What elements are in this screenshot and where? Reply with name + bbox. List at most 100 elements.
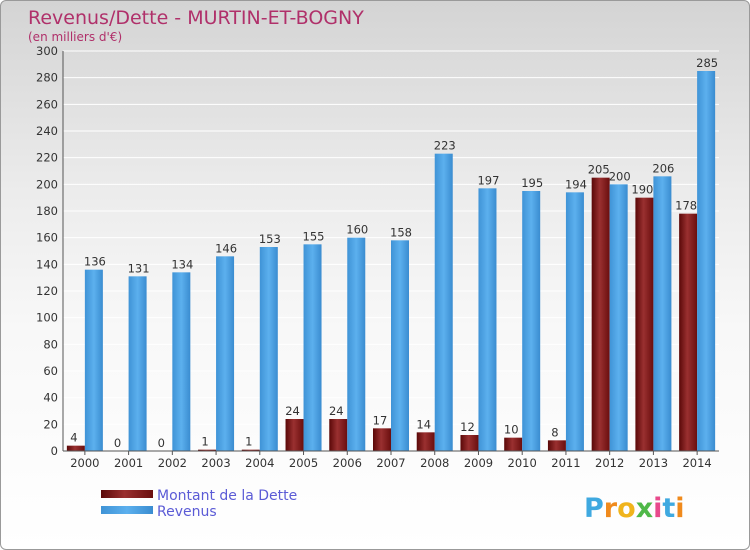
bar-debt bbox=[504, 437, 523, 451]
y-tick-label: 120 bbox=[36, 284, 58, 298]
data-label-debt: 10 bbox=[504, 423, 519, 437]
x-tick-label: 2003 bbox=[201, 456, 230, 470]
data-label-revenus: 206 bbox=[652, 161, 674, 175]
bar-debt bbox=[198, 449, 217, 451]
x-tick-label: 2013 bbox=[639, 456, 668, 470]
data-label-debt: 0 bbox=[158, 436, 165, 450]
bar-revenus bbox=[609, 184, 628, 452]
bar-debt bbox=[591, 177, 610, 451]
data-label-revenus: 134 bbox=[171, 257, 193, 271]
x-tick-label: 2000 bbox=[70, 456, 99, 470]
proxiti-logo-text: Proxiti bbox=[584, 493, 685, 524]
data-label-revenus: 146 bbox=[215, 241, 237, 255]
bar-revenus bbox=[434, 153, 453, 451]
y-tick-label: 0 bbox=[51, 444, 58, 458]
bar-revenus bbox=[522, 191, 541, 451]
data-label-debt: 17 bbox=[373, 413, 388, 427]
x-tick-label: 2006 bbox=[333, 456, 362, 470]
x-tick-label: 2010 bbox=[508, 456, 537, 470]
bar-debt bbox=[679, 213, 698, 451]
bar-revenus bbox=[478, 188, 497, 452]
data-label-revenus: 153 bbox=[259, 232, 281, 246]
bar-revenus bbox=[347, 237, 366, 451]
y-tick-label: 160 bbox=[36, 231, 58, 245]
bar-revenus bbox=[128, 276, 147, 451]
y-tick-label: 80 bbox=[43, 337, 58, 351]
legend-swatch-revenus bbox=[101, 506, 153, 514]
bar-revenus bbox=[259, 247, 278, 451]
bar-debt bbox=[66, 445, 85, 451]
legend: Montant de la Dette Revenus bbox=[101, 488, 297, 520]
y-tick-label: 140 bbox=[36, 257, 58, 271]
data-label-revenus: 136 bbox=[84, 255, 106, 269]
bar-revenus bbox=[565, 192, 584, 452]
y-tick-label: 40 bbox=[43, 391, 58, 405]
bar-revenus bbox=[303, 244, 322, 451]
bar-debt bbox=[635, 197, 654, 451]
x-tick-label: 2002 bbox=[158, 456, 187, 470]
y-tick-label: 280 bbox=[36, 71, 58, 85]
bar-debt bbox=[416, 432, 435, 451]
bar-debt bbox=[460, 435, 479, 451]
x-tick-label: 2001 bbox=[114, 456, 143, 470]
data-label-revenus: 155 bbox=[303, 229, 325, 243]
data-label-revenus: 194 bbox=[565, 177, 587, 191]
y-tick-label: 260 bbox=[36, 97, 58, 111]
data-label-revenus: 131 bbox=[128, 261, 150, 275]
bar-revenus bbox=[391, 240, 409, 451]
y-tick-label: 60 bbox=[43, 364, 58, 378]
bar-revenus bbox=[653, 176, 672, 452]
data-label-debt: 1 bbox=[201, 435, 208, 449]
data-label-debt: 205 bbox=[588, 163, 610, 177]
y-tick-label: 100 bbox=[36, 311, 58, 325]
bar-debt bbox=[547, 440, 566, 451]
bar-revenus bbox=[697, 71, 716, 451]
x-tick-label: 2011 bbox=[551, 456, 580, 470]
x-tick-label: 2012 bbox=[595, 456, 624, 470]
proxiti-logo: Proxiti bbox=[584, 493, 685, 524]
data-label-debt: 4 bbox=[70, 431, 77, 445]
data-label-debt: 12 bbox=[460, 420, 475, 434]
x-tick-label: 2004 bbox=[245, 456, 274, 470]
x-tick-label: 2008 bbox=[420, 456, 449, 470]
y-tick-label: 220 bbox=[36, 151, 58, 165]
data-label-debt: 190 bbox=[631, 183, 653, 197]
y-tick-label: 180 bbox=[36, 204, 58, 218]
bar-debt bbox=[329, 419, 348, 451]
x-tick-label: 2005 bbox=[289, 456, 318, 470]
bar-debt bbox=[373, 428, 391, 451]
x-tick-label: 2007 bbox=[376, 456, 405, 470]
data-label-revenus: 197 bbox=[477, 173, 499, 187]
data-label-debt: 8 bbox=[551, 425, 558, 439]
y-tick-label: 20 bbox=[43, 417, 58, 431]
bar-debt bbox=[285, 419, 304, 451]
legend-swatch-debt bbox=[101, 490, 153, 498]
data-label-revenus: 200 bbox=[609, 169, 631, 183]
bar-debt bbox=[241, 449, 260, 451]
y-tick-label: 300 bbox=[36, 44, 58, 58]
data-label-revenus: 195 bbox=[521, 176, 543, 190]
y-tick-label: 240 bbox=[36, 124, 58, 138]
axes: 0204060801001201401601802002202402602803… bbox=[36, 44, 719, 470]
data-label-revenus: 160 bbox=[346, 223, 368, 237]
x-tick-label: 2014 bbox=[682, 456, 711, 470]
data-label-debt: 1 bbox=[245, 435, 252, 449]
data-label-debt: 0 bbox=[114, 436, 121, 450]
data-label-revenus: 223 bbox=[434, 139, 456, 153]
y-tick-label: 200 bbox=[36, 177, 58, 191]
x-tick-label: 2009 bbox=[464, 456, 493, 470]
legend-label-revenus: Revenus bbox=[157, 504, 217, 520]
data-label-debt: 24 bbox=[329, 404, 344, 418]
chart-subtitle: (en milliers d'€) bbox=[28, 30, 122, 44]
bars bbox=[66, 71, 716, 452]
data-label-debt: 14 bbox=[416, 417, 431, 431]
bar-revenus bbox=[216, 256, 235, 451]
data-label-revenus: 285 bbox=[696, 56, 718, 70]
data-label-debt: 24 bbox=[285, 404, 300, 418]
bar-revenus bbox=[172, 272, 191, 451]
legend-label-debt: Montant de la Dette bbox=[157, 488, 297, 504]
data-label-revenus: 158 bbox=[390, 225, 412, 239]
data-label-debt: 178 bbox=[675, 199, 697, 213]
